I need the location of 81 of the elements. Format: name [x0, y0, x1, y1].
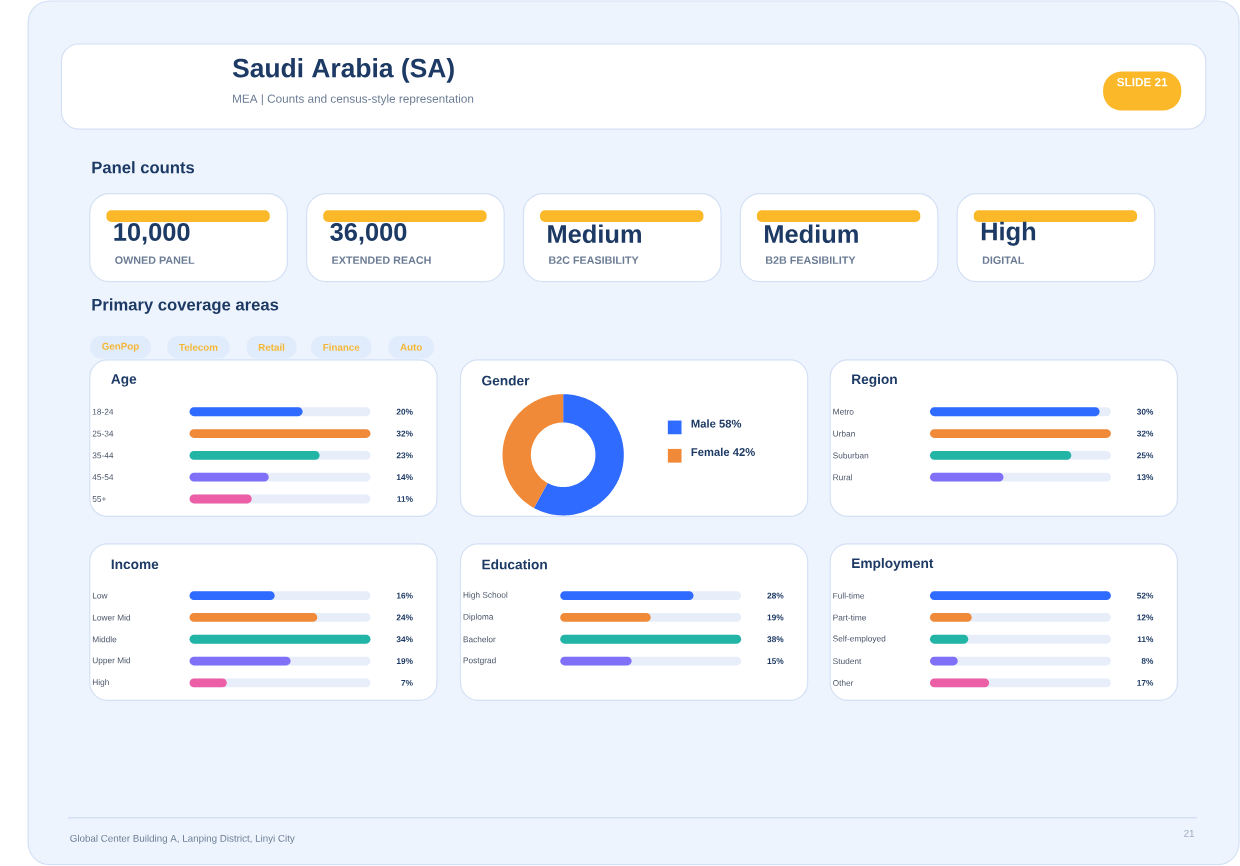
data-label: 15%: [767, 658, 784, 665]
text: Medium: [548, 224, 641, 244]
text: Telecom: [179, 343, 218, 351]
data-label: 19%: [396, 658, 413, 665]
chart-title: Region: [852, 374, 897, 388]
y-tick-label: Postgrad: [463, 657, 496, 666]
data-label: 8%: [1141, 658, 1154, 665]
chart-title: Education: [482, 559, 547, 570]
data-label: 25%: [1137, 452, 1154, 459]
data-label: 42%: [732, 448, 755, 457]
text: B2C FEASIBILITY: [549, 256, 639, 265]
text: 10,000: [114, 223, 190, 245]
chart-title: Income: [111, 559, 159, 570]
text: MEA | Counts and census-style representation: [233, 94, 474, 106]
data-label: 12%: [1137, 614, 1154, 621]
legend-label: Male: [691, 419, 716, 428]
y-tick-label: Middle: [92, 636, 117, 643]
text: Finance: [323, 343, 360, 351]
y-tick-label: Self-employed: [833, 635, 886, 644]
y-tick-label: Other: [833, 680, 854, 687]
text: Global Center Building A, Lanping District, Linyi City: [70, 834, 295, 844]
y-tick-label: Full-time: [833, 592, 865, 599]
y-tick-label: Lower Mid: [92, 614, 131, 621]
y-tick-label: High School: [463, 591, 508, 600]
data-label: 17%: [1137, 680, 1154, 687]
y-tick-label: Student: [833, 658, 862, 665]
y-tick-label: Rural: [833, 474, 852, 481]
text: Medium: [765, 224, 858, 244]
data-label: 16%: [396, 592, 413, 599]
chart-title: Age: [111, 374, 137, 387]
text: Auto: [400, 343, 422, 351]
data-label: 19%: [767, 614, 784, 621]
y-tick-label: Upper Mid: [92, 657, 131, 666]
y-tick-label: 35-44: [92, 452, 114, 459]
data-label: 34%: [396, 636, 413, 643]
data-label: 32%: [1136, 430, 1154, 437]
bar: [929, 635, 969, 644]
text: GenPop: [102, 342, 139, 352]
text: Primary coverage areas: [92, 298, 279, 315]
data-label: 11%: [1137, 636, 1154, 643]
y-tick-label: Bachelor: [463, 636, 496, 643]
y-tick-label: 25-34: [92, 430, 114, 437]
text: 36,000: [330, 223, 407, 245]
bar: [929, 613, 972, 623]
y-tick-label: 18-24: [92, 409, 114, 415]
text: SLIDE 21: [1117, 78, 1168, 87]
text: 21: [1184, 830, 1195, 837]
y-tick-label: 45-54: [92, 474, 114, 481]
y-tick-label: Diploma: [463, 613, 494, 622]
data-label: 11%: [397, 496, 413, 503]
y-tick-label: 55+: [92, 496, 106, 503]
data-label: 30%: [1136, 409, 1154, 415]
data-label: 13%: [1137, 474, 1154, 481]
y-tick-label: Urban: [833, 430, 855, 437]
text: OWNED PANEL: [115, 256, 195, 265]
data-label: 14%: [396, 474, 413, 481]
legend-label: Female: [691, 447, 730, 457]
data-label: 58%: [719, 419, 742, 428]
data-label: 24%: [396, 614, 413, 621]
data-label: 28%: [767, 592, 784, 599]
text: EXTENDED REACH: [332, 256, 431, 265]
text: High: [981, 222, 1036, 246]
text: DIGITAL: [982, 256, 1025, 265]
data-label: 38%: [767, 636, 784, 643]
data-label: 7%: [401, 680, 413, 687]
y-tick-label: High: [92, 679, 109, 687]
data-label: 23%: [396, 452, 413, 459]
data-label: 32%: [396, 430, 413, 437]
y-tick-label: Suburban: [833, 452, 869, 459]
text: Retail: [258, 343, 285, 351]
bar: [189, 678, 227, 688]
y-tick-label: Metro: [833, 409, 854, 415]
chart-title: Gender: [482, 375, 530, 386]
y-tick-label: Part-time: [833, 614, 867, 621]
chart-title: Employment: [852, 558, 934, 571]
y-tick-label: Low: [92, 592, 108, 599]
data-label: 20%: [396, 409, 413, 415]
text: B2B FEASIBILITY: [766, 256, 856, 265]
text: Saudi Arabia (SA): [232, 58, 454, 83]
text: Panel counts: [92, 161, 195, 174]
data-label: 52%: [1137, 592, 1154, 599]
